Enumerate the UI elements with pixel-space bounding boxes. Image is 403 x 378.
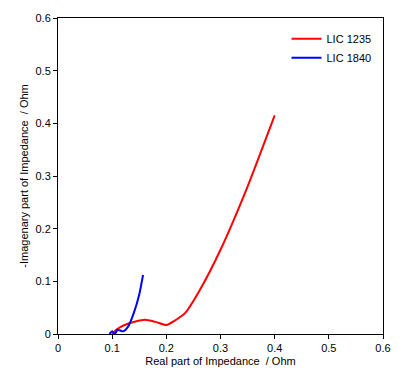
svg-text:0: 0 xyxy=(55,342,61,354)
svg-text:0.5: 0.5 xyxy=(321,342,336,354)
svg-text:0.4: 0.4 xyxy=(267,342,282,354)
svg-text:0.5: 0.5 xyxy=(36,65,51,77)
svg-text:0.2: 0.2 xyxy=(36,223,51,235)
svg-text:0: 0 xyxy=(45,328,51,340)
svg-text:LIC 1235: LIC 1235 xyxy=(327,33,372,45)
svg-text:0.6: 0.6 xyxy=(375,342,390,354)
svg-text:-Imagenary part of Impedance: -Imagenary part of Impedance / Ohm xyxy=(18,84,30,267)
svg-text:0.3: 0.3 xyxy=(36,170,51,182)
svg-text:0.1: 0.1 xyxy=(105,342,120,354)
svg-text:0.1: 0.1 xyxy=(36,275,51,287)
svg-text:0.2: 0.2 xyxy=(159,342,174,354)
svg-text:0.6: 0.6 xyxy=(36,12,51,24)
svg-text:Real part of Impedance / Ohm: Real part of Impedance / Ohm xyxy=(145,355,295,367)
svg-text:0.4: 0.4 xyxy=(36,117,51,129)
svg-text:LIC 1840: LIC 1840 xyxy=(327,52,372,64)
svg-text:0.3: 0.3 xyxy=(213,342,228,354)
